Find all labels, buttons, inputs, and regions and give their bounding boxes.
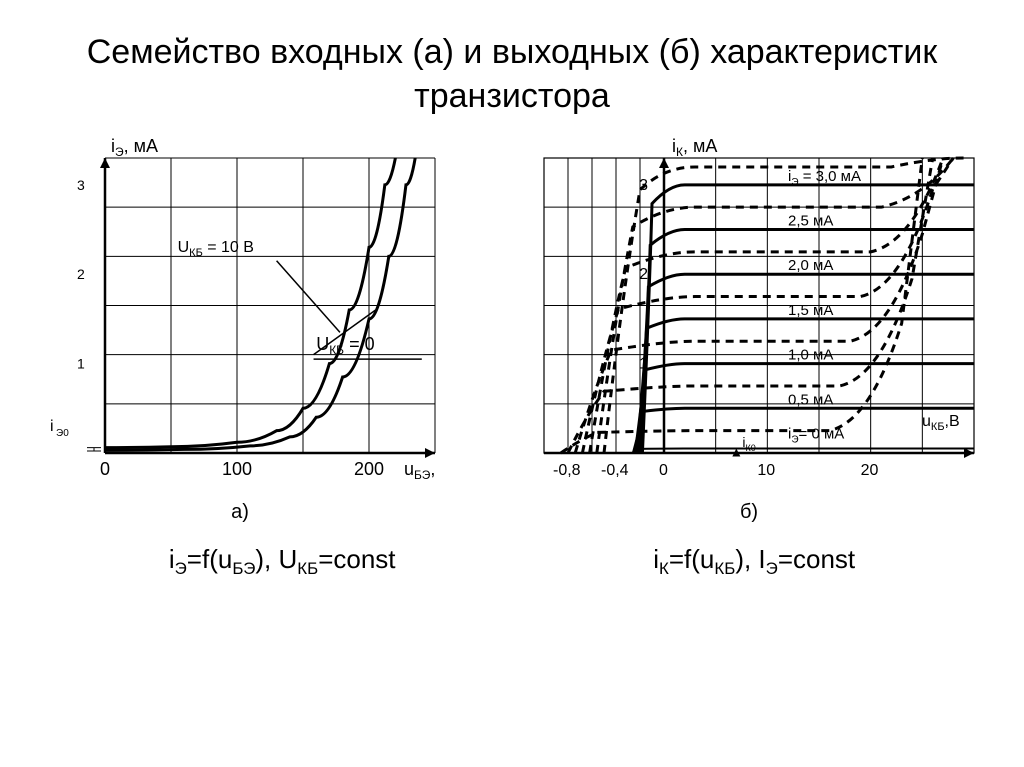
svg-text:iК, мА: iК, мА — [672, 136, 717, 159]
svg-text:10: 10 — [757, 462, 775, 479]
charts-row: 123iЭ00100200iЭ, мАuБЭ, мВUКБ = 10 ВUКБ … — [40, 133, 984, 524]
svg-text:uКБ,В: uКБ,В — [922, 414, 960, 434]
svg-text:100: 100 — [222, 459, 252, 479]
svg-text:20: 20 — [861, 462, 879, 479]
svg-text:1: 1 — [77, 356, 85, 372]
svg-text:200: 200 — [354, 459, 384, 479]
chart-a-svg: 123iЭ00100200iЭ, мАuБЭ, мВUКБ = 10 ВUКБ … — [40, 133, 440, 493]
svg-text:uБЭ, мВ: uБЭ, мВ — [404, 459, 440, 482]
svg-text:2: 2 — [77, 267, 85, 283]
svg-text:0: 0 — [659, 462, 668, 479]
panel-b: 123-0,8-0,401020iК, мАuКБ,ВiЭ = 3,0 мА2,… — [514, 133, 984, 524]
chart-b-svg: 123-0,8-0,401020iК, мАuКБ,ВiЭ = 3,0 мА2,… — [514, 133, 984, 493]
panel-a: 123iЭ00100200iЭ, мАuБЭ, мВUКБ = 10 ВUКБ … — [40, 133, 440, 524]
formula-b: iК=f(uКБ), IЭ=const — [653, 544, 855, 579]
svg-text:2,5 мА: 2,5 мА — [788, 213, 833, 230]
svg-text:0: 0 — [100, 459, 110, 479]
svg-text:1,5 мА: 1,5 мА — [788, 302, 833, 319]
formula-row: iЭ=f(uБЭ), UКБ=const iК=f(uКБ), IЭ=const — [40, 544, 984, 579]
svg-text:Э0: Э0 — [56, 428, 69, 439]
panel-a-label: a) — [231, 501, 249, 524]
svg-text:3: 3 — [77, 177, 85, 193]
svg-text:i: i — [50, 418, 54, 435]
svg-text:1,0 мА: 1,0 мА — [788, 347, 833, 364]
formula-a: iЭ=f(uБЭ), UКБ=const — [169, 544, 396, 579]
svg-text:0,5 мА: 0,5 мА — [788, 392, 833, 409]
svg-text:iЭ= 0 мА: iЭ= 0 мА — [788, 426, 844, 446]
svg-text:-0,4: -0,4 — [601, 462, 629, 479]
svg-text:2: 2 — [639, 267, 648, 284]
panel-b-label: б) — [740, 501, 758, 524]
svg-text:iЭ = 3,0 мА: iЭ = 3,0 мА — [788, 168, 861, 188]
page-title: Семейство входных (а) и выходных (б) хар… — [40, 30, 984, 118]
svg-text:-0,8: -0,8 — [553, 462, 581, 479]
svg-text:iК0: iК0 — [742, 434, 755, 453]
svg-text:iЭ, мА: iЭ, мА — [111, 136, 158, 159]
svg-text:2,0 мА: 2,0 мА — [788, 258, 833, 275]
svg-text:UКБ = 10 В: UКБ = 10 В — [178, 239, 254, 259]
